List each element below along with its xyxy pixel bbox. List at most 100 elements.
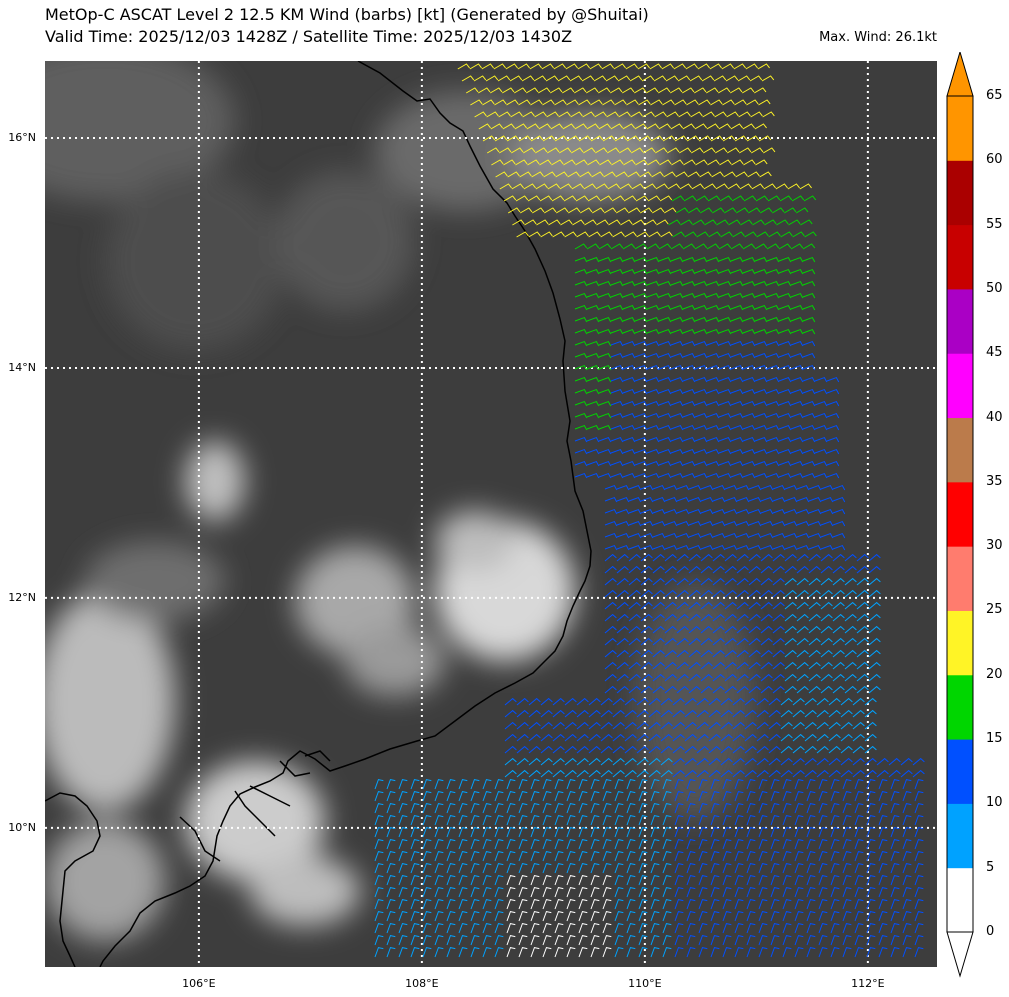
wind-barb bbox=[688, 577, 701, 586]
wind-barb bbox=[627, 207, 641, 214]
wind-barb bbox=[802, 400, 816, 407]
wind-barb bbox=[832, 673, 845, 682]
wind-barb bbox=[642, 147, 656, 154]
wind-barb bbox=[730, 328, 744, 335]
wind-barb bbox=[518, 839, 528, 850]
wind-barb bbox=[628, 661, 641, 670]
wind-barb bbox=[730, 304, 744, 311]
wind-barb bbox=[710, 827, 720, 838]
wind-barb bbox=[571, 183, 584, 190]
wind-barb bbox=[542, 899, 552, 910]
wind-barb bbox=[622, 460, 636, 467]
wind-barb bbox=[602, 851, 612, 862]
wind-barb bbox=[554, 803, 564, 814]
wind-barb bbox=[554, 135, 568, 142]
wind-barb bbox=[634, 364, 648, 371]
wind-barb bbox=[650, 803, 660, 814]
wind-barb bbox=[802, 364, 816, 371]
wind-barb bbox=[590, 875, 600, 886]
wind-barb bbox=[446, 815, 456, 826]
wind-barb bbox=[622, 412, 636, 419]
wind-barb bbox=[610, 460, 624, 467]
wind-barb bbox=[374, 839, 384, 850]
wind-barb bbox=[736, 508, 750, 515]
wind-barb bbox=[434, 947, 444, 958]
wind-barb bbox=[818, 935, 828, 946]
wind-barb bbox=[398, 851, 408, 862]
wind-barb bbox=[808, 577, 821, 586]
wind-barb bbox=[509, 75, 523, 82]
wind-barb bbox=[674, 899, 684, 910]
wind-barb bbox=[710, 99, 723, 106]
wind-barb bbox=[518, 935, 528, 946]
colorbar-tick-label: 35 bbox=[986, 473, 1003, 489]
wind-barb bbox=[586, 340, 600, 347]
wind-barb bbox=[818, 863, 828, 874]
wind-barb bbox=[664, 601, 677, 610]
wind-barb bbox=[386, 875, 396, 886]
wind-barb bbox=[706, 448, 720, 455]
wind-barb bbox=[658, 243, 672, 250]
wind-barb bbox=[558, 147, 572, 154]
wind-barb bbox=[763, 183, 776, 190]
wind-barb bbox=[724, 565, 737, 574]
wind-barb bbox=[902, 923, 912, 934]
wind-barb bbox=[700, 553, 713, 562]
wind-barb bbox=[564, 709, 577, 718]
wind-barb bbox=[778, 364, 792, 371]
wind-barb bbox=[830, 815, 840, 826]
wind-barb bbox=[506, 911, 516, 922]
wind-barb bbox=[674, 875, 684, 886]
wind-barb bbox=[610, 304, 624, 311]
wind-barb bbox=[806, 839, 816, 850]
wind-barb bbox=[712, 532, 726, 539]
wind-barb bbox=[778, 316, 792, 323]
wind-barb bbox=[718, 304, 732, 311]
wind-barb bbox=[569, 75, 583, 82]
wind-barb bbox=[634, 412, 648, 419]
wind-barb bbox=[804, 757, 817, 766]
wind-barb bbox=[742, 280, 756, 287]
wind-barb bbox=[844, 553, 857, 562]
wind-barb bbox=[718, 364, 732, 371]
wind-barb bbox=[808, 673, 821, 682]
wind-barb bbox=[614, 815, 624, 826]
wind-barb bbox=[790, 328, 804, 335]
wind-barb bbox=[830, 875, 840, 886]
wind-barb bbox=[578, 923, 588, 934]
wind-barb bbox=[804, 231, 817, 238]
wind-barb bbox=[506, 815, 516, 826]
wind-barb bbox=[866, 839, 876, 850]
wind-barb bbox=[878, 851, 888, 862]
wind-barb bbox=[744, 745, 757, 754]
wind-barb bbox=[604, 484, 618, 491]
wind-barb bbox=[650, 935, 660, 946]
wind-barb bbox=[658, 268, 672, 275]
wind-barb bbox=[676, 637, 689, 646]
wind-barb bbox=[688, 532, 702, 539]
wind-barb bbox=[724, 685, 737, 694]
wind-barb bbox=[604, 496, 618, 503]
wind-barb bbox=[796, 601, 809, 610]
wind-barb bbox=[650, 875, 660, 886]
wind-barb bbox=[736, 649, 749, 658]
wind-barb bbox=[593, 75, 607, 82]
wind-barb bbox=[646, 460, 660, 467]
wind-barb bbox=[602, 803, 612, 814]
wind-barb bbox=[652, 544, 666, 551]
wind-barb bbox=[678, 147, 692, 154]
wind-barb bbox=[796, 685, 809, 694]
wind-barb bbox=[750, 111, 763, 118]
wind-barb bbox=[840, 757, 853, 766]
wind-barb bbox=[630, 147, 644, 154]
wind-barb bbox=[567, 207, 581, 214]
wind-barb bbox=[446, 779, 456, 790]
wind-barb bbox=[852, 757, 865, 766]
wind-barb bbox=[826, 472, 840, 479]
wind-barb bbox=[530, 803, 540, 814]
wind-barb bbox=[598, 304, 612, 311]
wind-barb bbox=[766, 436, 780, 443]
wind-barb bbox=[854, 923, 864, 934]
wind-barb bbox=[648, 745, 661, 754]
wind-barb bbox=[578, 899, 588, 910]
